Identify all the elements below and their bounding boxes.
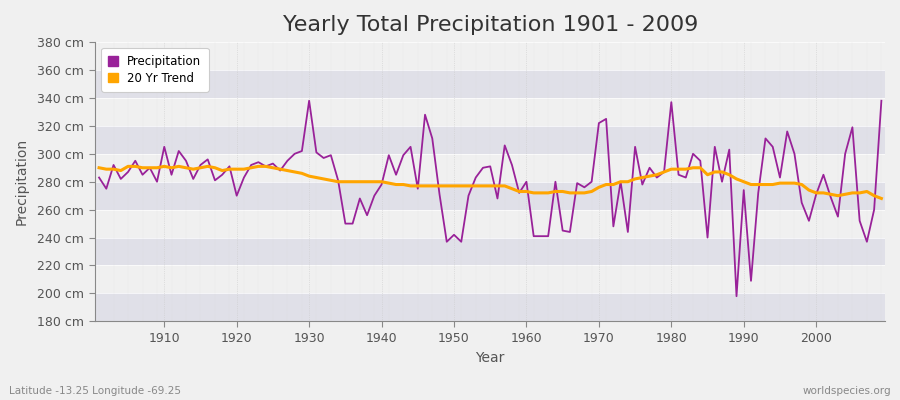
Precipitation	[94, 175, 104, 180]
20 Yr Trend	[319, 176, 329, 181]
20 Yr Trend	[876, 196, 886, 201]
Precipitation	[731, 294, 742, 299]
X-axis label: Year: Year	[475, 351, 505, 365]
Precipitation	[528, 234, 539, 238]
20 Yr Trend	[122, 164, 133, 169]
Precipitation	[303, 98, 314, 103]
20 Yr Trend	[528, 190, 539, 195]
Bar	[95, 294, 885, 321]
Bar	[95, 266, 885, 294]
Precipitation	[616, 179, 626, 184]
Bar	[95, 154, 885, 182]
Precipitation	[362, 213, 373, 218]
Precipitation	[521, 179, 532, 184]
Bar	[95, 210, 885, 238]
Y-axis label: Precipitation: Precipitation	[15, 138, 29, 225]
Text: Latitude -13.25 Longitude -69.25: Latitude -13.25 Longitude -69.25	[9, 386, 181, 396]
Precipitation	[876, 98, 886, 103]
Bar	[95, 126, 885, 154]
Bar	[95, 182, 885, 210]
Legend: Precipitation, 20 Yr Trend: Precipitation, 20 Yr Trend	[102, 48, 209, 92]
20 Yr Trend	[616, 179, 626, 184]
Bar	[95, 238, 885, 266]
20 Yr Trend	[521, 189, 532, 194]
20 Yr Trend	[159, 164, 170, 169]
Bar	[95, 98, 885, 126]
Line: Precipitation: Precipitation	[99, 101, 881, 296]
20 Yr Trend	[94, 165, 104, 170]
Precipitation	[151, 179, 162, 184]
Title: Yearly Total Precipitation 1901 - 2009: Yearly Total Precipitation 1901 - 2009	[283, 15, 698, 35]
Line: 20 Yr Trend: 20 Yr Trend	[99, 166, 881, 198]
Bar	[95, 42, 885, 70]
20 Yr Trend	[362, 179, 373, 184]
Text: worldspecies.org: worldspecies.org	[803, 386, 891, 396]
Bar	[95, 70, 885, 98]
Precipitation	[319, 156, 329, 160]
